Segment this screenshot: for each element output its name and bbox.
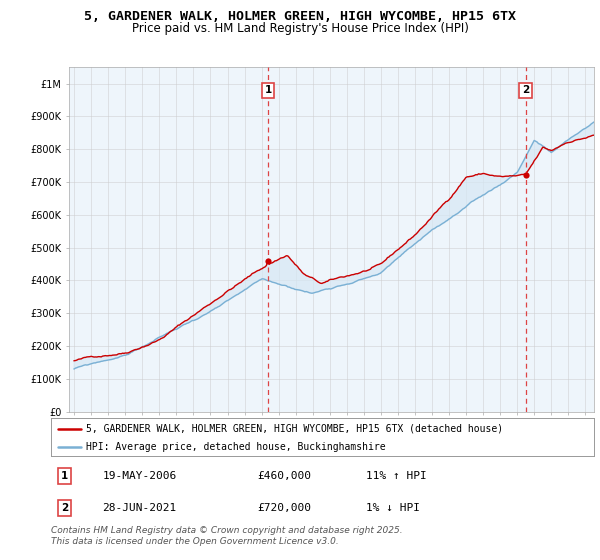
Text: 28-JUN-2021: 28-JUN-2021 <box>103 503 177 513</box>
Text: 11% ↑ HPI: 11% ↑ HPI <box>366 471 427 481</box>
Text: 2: 2 <box>522 85 529 95</box>
Point <box>263 256 273 265</box>
Text: £720,000: £720,000 <box>257 503 311 513</box>
Text: HPI: Average price, detached house, Buckinghamshire: HPI: Average price, detached house, Buck… <box>86 442 386 452</box>
Text: 1: 1 <box>265 85 272 95</box>
Text: 5, GARDENER WALK, HOLMER GREEN, HIGH WYCOMBE, HP15 6TX: 5, GARDENER WALK, HOLMER GREEN, HIGH WYC… <box>84 10 516 22</box>
Point <box>521 171 530 180</box>
Text: Contains HM Land Registry data © Crown copyright and database right 2025.
This d: Contains HM Land Registry data © Crown c… <box>51 526 403 546</box>
Text: £460,000: £460,000 <box>257 471 311 481</box>
Text: Price paid vs. HM Land Registry's House Price Index (HPI): Price paid vs. HM Land Registry's House … <box>131 22 469 35</box>
Text: 1% ↓ HPI: 1% ↓ HPI <box>366 503 420 513</box>
Text: 19-MAY-2006: 19-MAY-2006 <box>103 471 177 481</box>
Text: 1: 1 <box>61 471 68 481</box>
Text: 2: 2 <box>61 503 68 513</box>
Text: 5, GARDENER WALK, HOLMER GREEN, HIGH WYCOMBE, HP15 6TX (detached house): 5, GARDENER WALK, HOLMER GREEN, HIGH WYC… <box>86 424 503 434</box>
